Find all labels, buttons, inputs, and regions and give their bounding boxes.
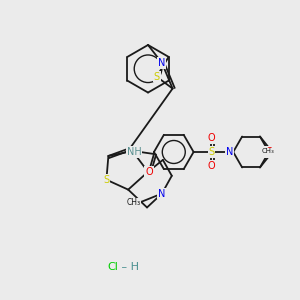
Text: CH₃: CH₃ bbox=[262, 149, 274, 155]
Text: O: O bbox=[208, 133, 215, 143]
Text: O: O bbox=[145, 167, 153, 177]
Text: Cl: Cl bbox=[107, 262, 118, 272]
Text: N: N bbox=[158, 189, 166, 199]
Text: S: S bbox=[103, 175, 110, 185]
Text: N: N bbox=[158, 58, 166, 68]
Text: O: O bbox=[208, 161, 215, 171]
Text: S: S bbox=[154, 72, 160, 82]
Text: CH₃: CH₃ bbox=[262, 148, 274, 154]
Text: O: O bbox=[265, 147, 273, 157]
Text: N: N bbox=[226, 147, 233, 157]
Text: S: S bbox=[208, 147, 214, 157]
Text: CH₃: CH₃ bbox=[127, 198, 141, 207]
Text: – H: – H bbox=[118, 262, 139, 272]
Text: NH: NH bbox=[127, 147, 142, 157]
